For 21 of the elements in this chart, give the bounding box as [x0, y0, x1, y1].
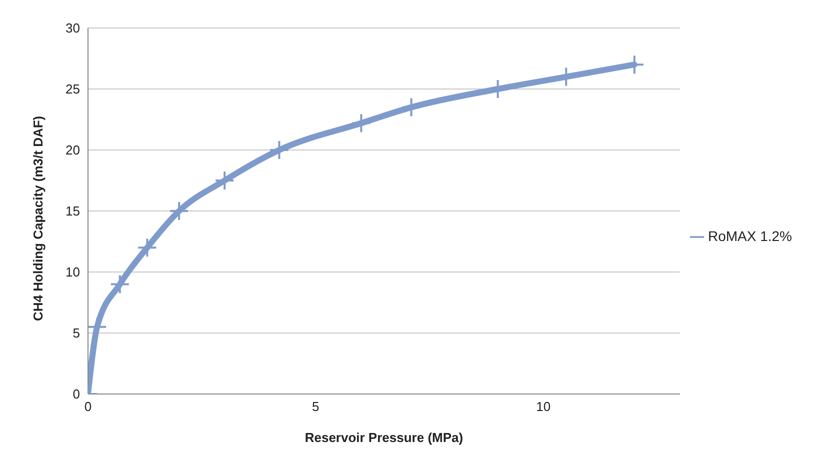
point	[269, 140, 290, 160]
y-tick-label: 20	[66, 142, 80, 158]
legend-label: RoMAX 1.2%	[708, 228, 792, 244]
y-tick-label: 5	[72, 326, 80, 341]
x-tick-label: 5	[312, 399, 320, 414]
x-tick-label: 0	[84, 399, 92, 414]
y-tick-label: 30	[66, 20, 80, 36]
point	[401, 97, 422, 118]
point	[169, 201, 190, 221]
point	[351, 113, 372, 134]
y-tick-label: 25	[66, 82, 80, 97]
y-tick-label: 15	[66, 204, 80, 219]
y-tick-label: 0	[72, 386, 80, 402]
x-axis-title: Reservoir Pressure (MPa)	[304, 430, 464, 445]
point	[214, 170, 235, 190]
x-tick-label: 10	[536, 399, 551, 414]
point	[88, 316, 108, 337]
y-tick-label: 10	[66, 264, 80, 280]
point	[110, 274, 130, 294]
point	[137, 238, 158, 258]
y-axis-title: CH4 Holding Capacity (m3/t DAF)	[30, 116, 46, 321]
